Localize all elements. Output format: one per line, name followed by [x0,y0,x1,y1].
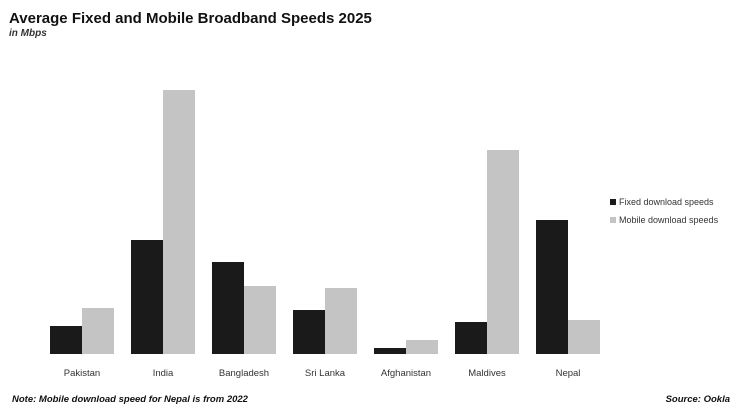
bar-fixed-sri-lanka [293,310,325,354]
chart-subtitle: in Mbps [9,28,47,39]
legend-swatch-mobile [610,217,616,223]
bar-fixed-india [131,240,163,354]
x-tick-label: Bangladesh [219,368,269,379]
source: Source: Ookla [665,394,730,405]
bar-mobile-pakistan [82,308,114,354]
chart-title: Average Fixed and Mobile Broadband Speed… [9,10,372,27]
bar-mobile-nepal [568,320,600,354]
legend-item-mobile: Mobile download speeds [610,211,718,229]
legend-label-fixed: Fixed download speeds [619,197,714,207]
bar-mobile-india [163,90,195,354]
bar-fixed-pakistan [50,326,82,354]
x-tick-label: India [153,368,174,379]
legend-label-mobile: Mobile download speeds [619,215,719,225]
bar-mobile-afghanistan [406,340,438,354]
x-tick-label: Sri Lanka [305,368,346,379]
bar-fixed-nepal [536,220,568,354]
legend: Fixed download speeds Mobile download sp… [610,193,718,229]
bar-mobile-bangladesh [244,286,276,354]
bar-fixed-maldives [455,322,487,354]
x-tick-label: Pakistan [64,368,100,379]
footnote: Note: Mobile download speed for Nepal is… [12,394,248,405]
bar-mobile-maldives [487,150,519,354]
x-tick-label: Nepal [556,368,581,379]
bar-mobile-sri-lanka [325,288,357,354]
bar-fixed-bangladesh [212,262,244,354]
legend-item-fixed: Fixed download speeds [610,193,718,211]
bar-fixed-afghanistan [374,348,406,354]
legend-swatch-fixed [610,199,616,205]
x-tick-label: Afghanistan [381,368,431,379]
x-tick-label: Maldives [468,368,506,379]
